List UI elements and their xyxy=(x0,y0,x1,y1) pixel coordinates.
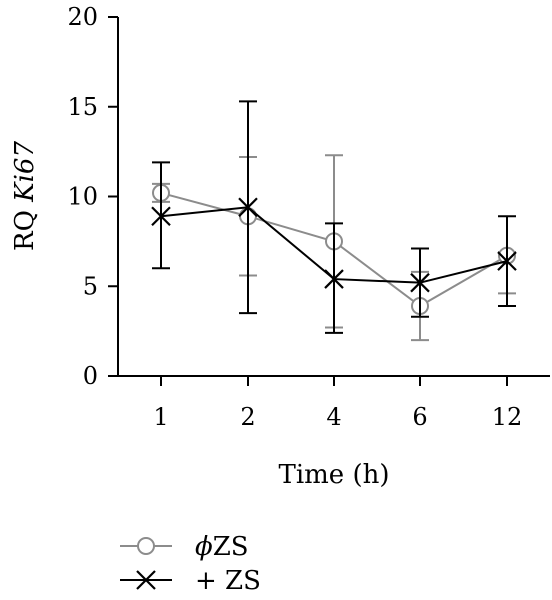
x-marker-stroke xyxy=(136,570,156,590)
legend-marker xyxy=(136,570,156,590)
x-marker-stroke xyxy=(497,251,517,271)
y-tick-label: 20 xyxy=(67,3,98,31)
data-point xyxy=(151,206,171,227)
legend-marker xyxy=(137,537,155,555)
x-marker-stroke xyxy=(324,269,344,289)
x-ticks: 1 2 4 6 12 xyxy=(153,376,522,431)
legend-item: ϕZS xyxy=(120,532,249,562)
legend-symbol: + xyxy=(195,566,217,596)
legend-item: + ZS xyxy=(120,566,261,596)
x-tick-label: 2 xyxy=(240,403,255,431)
series-1 xyxy=(151,100,517,334)
legend-symbol: ϕ xyxy=(195,532,213,562)
legend-text: ZS xyxy=(217,566,261,596)
y-axis-label-italic: Ki67 xyxy=(10,141,40,203)
legend-text: ZS xyxy=(213,532,249,562)
legend-label: + ZS xyxy=(195,566,261,596)
y-tick-label: 0 xyxy=(83,362,98,390)
x-marker-stroke xyxy=(238,197,258,218)
x-tick-label: 12 xyxy=(492,403,523,431)
y-tick-label: 15 xyxy=(67,93,98,121)
x-tick-label: 6 xyxy=(412,403,427,431)
x-tick-label: 4 xyxy=(326,403,341,431)
data-point xyxy=(497,251,517,271)
data-point xyxy=(324,269,344,289)
x-tick-label: 1 xyxy=(153,403,168,431)
data-point xyxy=(410,272,430,293)
y-axis-label: RQ Ki67 xyxy=(10,141,40,251)
y-ticks: 0 5 10 15 20 xyxy=(67,3,118,390)
legend-label: ϕZS xyxy=(195,532,249,562)
y-axis-label-plain: RQ xyxy=(10,202,40,251)
y-tick-label: 10 xyxy=(67,183,98,211)
x-marker-stroke xyxy=(410,272,430,293)
y-tick-label: 5 xyxy=(83,272,98,300)
series-layer xyxy=(151,100,517,342)
data-point xyxy=(238,197,258,218)
legend: ϕZS+ ZS xyxy=(120,532,261,596)
x-marker-stroke xyxy=(151,206,171,227)
x-axis-label: Time (h) xyxy=(279,460,390,490)
